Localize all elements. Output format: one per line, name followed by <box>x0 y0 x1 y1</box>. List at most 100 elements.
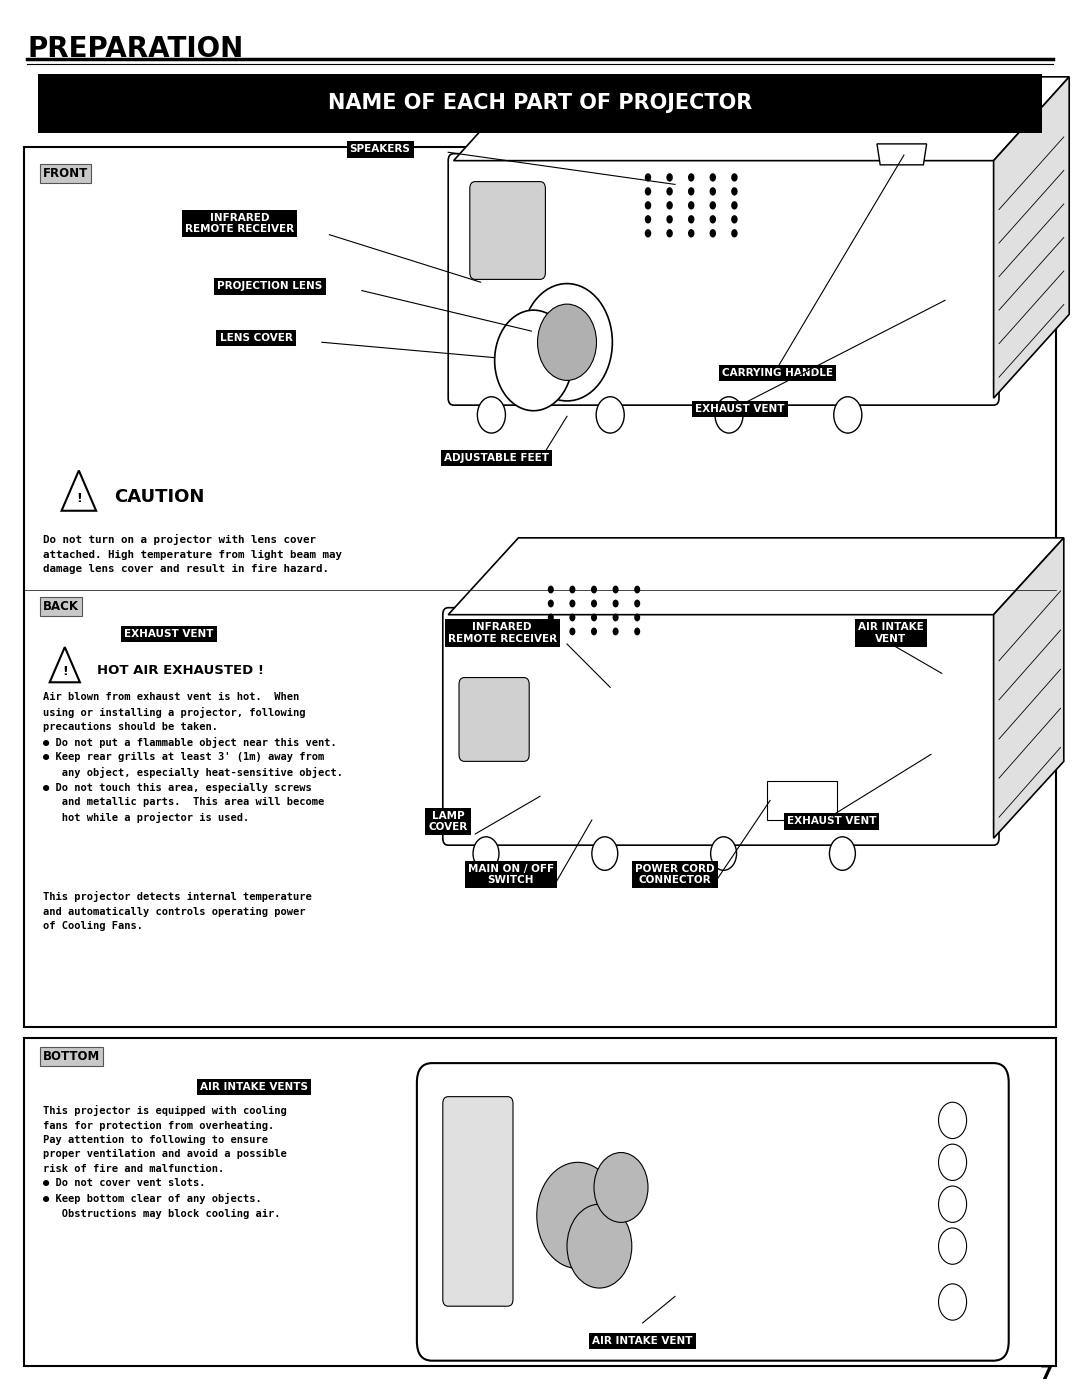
Text: This projector detects internal temperature
and automatically controls operating: This projector detects internal temperat… <box>43 891 312 932</box>
Text: EXHAUST VENT: EXHAUST VENT <box>124 629 214 640</box>
Circle shape <box>548 599 554 608</box>
Circle shape <box>715 397 743 433</box>
Text: !: ! <box>62 665 68 678</box>
Circle shape <box>688 173 694 182</box>
Circle shape <box>666 229 673 237</box>
Circle shape <box>634 599 640 608</box>
Circle shape <box>731 187 738 196</box>
Circle shape <box>477 397 505 433</box>
Circle shape <box>710 187 716 196</box>
Circle shape <box>567 1204 632 1288</box>
Circle shape <box>569 627 576 636</box>
FancyBboxPatch shape <box>38 74 1042 133</box>
Circle shape <box>731 201 738 210</box>
Circle shape <box>612 585 619 594</box>
Circle shape <box>834 397 862 433</box>
Circle shape <box>688 215 694 224</box>
Circle shape <box>569 613 576 622</box>
Text: POWER CORD
CONNECTOR: POWER CORD CONNECTOR <box>635 863 715 886</box>
Circle shape <box>612 599 619 608</box>
Circle shape <box>634 627 640 636</box>
FancyBboxPatch shape <box>470 182 545 279</box>
Circle shape <box>939 1228 967 1264</box>
Circle shape <box>569 599 576 608</box>
FancyBboxPatch shape <box>417 1063 1009 1361</box>
Circle shape <box>591 627 597 636</box>
Circle shape <box>939 1186 967 1222</box>
Circle shape <box>939 1284 967 1320</box>
FancyBboxPatch shape <box>443 1097 513 1306</box>
Circle shape <box>645 201 651 210</box>
Circle shape <box>688 229 694 237</box>
Text: AIR INTAKE VENTS: AIR INTAKE VENTS <box>200 1081 308 1092</box>
Circle shape <box>731 229 738 237</box>
Circle shape <box>710 229 716 237</box>
Text: BOTTOM: BOTTOM <box>43 1049 100 1063</box>
Text: LENS COVER: LENS COVER <box>219 332 293 344</box>
FancyBboxPatch shape <box>448 154 999 405</box>
Circle shape <box>666 215 673 224</box>
Circle shape <box>596 397 624 433</box>
Circle shape <box>939 1102 967 1139</box>
Polygon shape <box>877 144 927 165</box>
Text: 7: 7 <box>1039 1363 1053 1383</box>
Text: !: ! <box>76 492 82 504</box>
Circle shape <box>688 187 694 196</box>
FancyBboxPatch shape <box>459 678 529 761</box>
Circle shape <box>710 215 716 224</box>
Text: PROJECTION LENS: PROJECTION LENS <box>217 281 323 292</box>
Circle shape <box>548 613 554 622</box>
Text: FRONT: FRONT <box>43 166 89 180</box>
Text: AIR INTAKE
VENT: AIR INTAKE VENT <box>859 622 923 644</box>
Circle shape <box>666 201 673 210</box>
Text: NAME OF EACH PART OF PROJECTOR: NAME OF EACH PART OF PROJECTOR <box>328 94 752 113</box>
Circle shape <box>645 173 651 182</box>
Circle shape <box>688 201 694 210</box>
Text: PREPARATION: PREPARATION <box>27 35 243 63</box>
Circle shape <box>594 1153 648 1222</box>
Text: Do not turn on a projector with lens cover
attached. High temperature from light: Do not turn on a projector with lens cov… <box>43 534 342 574</box>
Circle shape <box>591 599 597 608</box>
Text: MAIN ON / OFF
SWITCH: MAIN ON / OFF SWITCH <box>468 863 554 886</box>
Polygon shape <box>994 538 1064 838</box>
Text: CARRYING HANDLE: CARRYING HANDLE <box>723 367 833 379</box>
Circle shape <box>666 173 673 182</box>
Circle shape <box>473 837 499 870</box>
Text: BACK: BACK <box>43 599 79 613</box>
Text: AIR INTAKE VENT: AIR INTAKE VENT <box>592 1336 693 1347</box>
Circle shape <box>731 173 738 182</box>
Polygon shape <box>994 77 1069 398</box>
Text: EXHAUST VENT: EXHAUST VENT <box>787 816 876 827</box>
Text: INFRARED
REMOTE RECEIVER: INFRARED REMOTE RECEIVER <box>185 212 295 235</box>
Circle shape <box>634 585 640 594</box>
FancyBboxPatch shape <box>24 147 1056 1027</box>
Circle shape <box>645 229 651 237</box>
Text: CAUTION: CAUTION <box>114 489 205 506</box>
Polygon shape <box>454 77 1069 161</box>
Circle shape <box>939 1144 967 1180</box>
Circle shape <box>645 215 651 224</box>
FancyBboxPatch shape <box>24 1038 1056 1366</box>
Circle shape <box>666 187 673 196</box>
Text: LAMP
COVER: LAMP COVER <box>429 810 468 833</box>
Circle shape <box>591 613 597 622</box>
Text: EXHAUST VENT: EXHAUST VENT <box>696 404 784 415</box>
Circle shape <box>548 627 554 636</box>
Circle shape <box>612 613 619 622</box>
Circle shape <box>711 837 737 870</box>
Circle shape <box>612 627 619 636</box>
Circle shape <box>538 305 596 380</box>
Text: Air blown from exhaust vent is hot.  When
using or installing a projector, follo: Air blown from exhaust vent is hot. When… <box>43 692 343 823</box>
Circle shape <box>592 837 618 870</box>
Text: HOT AIR EXHAUSTED !: HOT AIR EXHAUSTED ! <box>97 664 265 678</box>
Circle shape <box>731 215 738 224</box>
Polygon shape <box>448 538 1064 615</box>
Circle shape <box>548 585 554 594</box>
Text: ADJUSTABLE FEET: ADJUSTABLE FEET <box>444 453 550 464</box>
Text: SPEAKERS: SPEAKERS <box>350 144 410 155</box>
Circle shape <box>634 613 640 622</box>
FancyBboxPatch shape <box>443 608 999 845</box>
Circle shape <box>537 1162 619 1268</box>
Circle shape <box>591 585 597 594</box>
Text: INFRARED
REMOTE RECEIVER: INFRARED REMOTE RECEIVER <box>447 622 557 644</box>
